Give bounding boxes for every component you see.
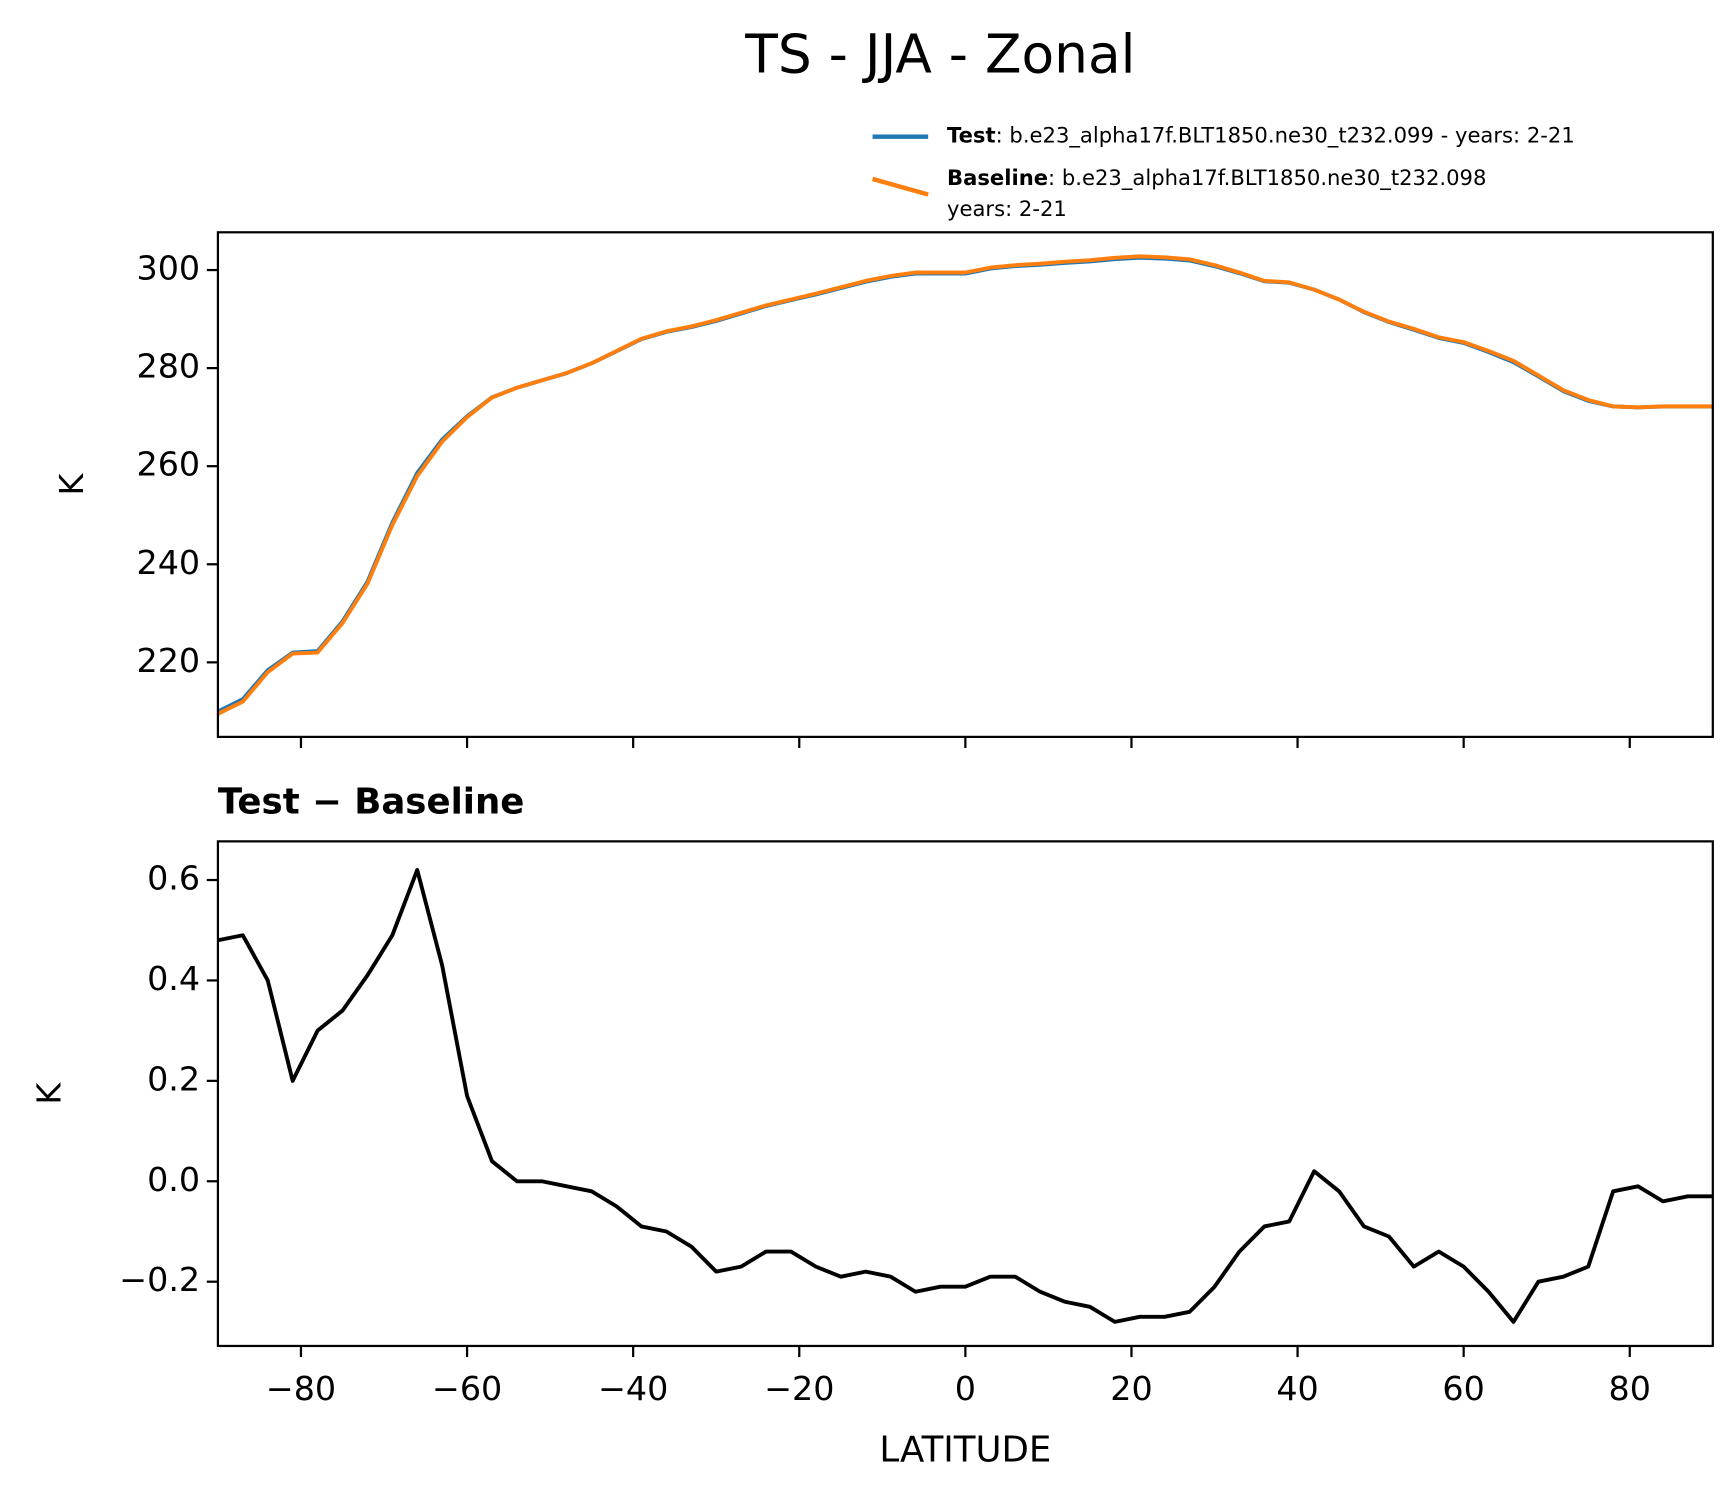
legend-detail: years: 2-21 bbox=[947, 196, 1067, 221]
legend-swatch bbox=[871, 176, 929, 197]
x-tick-label: −60 bbox=[432, 1369, 502, 1408]
legend-name: Test bbox=[947, 123, 996, 148]
axes-frame bbox=[216, 840, 1714, 1348]
legend-detail: : b.e23_alpha17f.BLT1850.ne30_t232.098 bbox=[1048, 165, 1486, 191]
x-tick-label: 40 bbox=[1276, 1369, 1318, 1408]
x-axis-label: LATITUDE bbox=[879, 1430, 1051, 1471]
chart-title: TS - JJA - Zonal bbox=[744, 22, 1135, 85]
legend-detail: : b.e23_alpha17f.BLT1850.ne30_t232.099 -… bbox=[996, 123, 1575, 149]
x-tick-label: 20 bbox=[1110, 1369, 1152, 1408]
y-axis-label: K bbox=[30, 1082, 69, 1105]
x-tick-label: 0 bbox=[955, 1369, 976, 1408]
y-tick-label: 0.6 bbox=[147, 859, 200, 898]
y-tick-label: 0.4 bbox=[147, 959, 200, 998]
data-line bbox=[217, 254, 1713, 716]
y-axis-label: K bbox=[52, 473, 91, 496]
x-tick-label: −40 bbox=[598, 1369, 668, 1408]
data-line bbox=[217, 255, 1713, 714]
y-tick-label: 280 bbox=[137, 347, 201, 386]
y-tick-label: 300 bbox=[137, 249, 201, 288]
y-tick-label: 260 bbox=[137, 445, 201, 484]
subplot-title: Test − Baseline bbox=[218, 782, 524, 823]
legend-label: Baseline: b.e23_alpha17f.BLT1850.ne30_t2… bbox=[947, 165, 1486, 191]
y-tick-label: 220 bbox=[137, 641, 201, 680]
y-tick-label: −0.2 bbox=[119, 1260, 200, 1299]
x-tick-label: 60 bbox=[1442, 1369, 1484, 1408]
x-tick-label: −80 bbox=[266, 1369, 336, 1408]
data-line bbox=[217, 868, 1713, 1324]
legend-label: Test: b.e23_alpha17f.BLT1850.ne30_t232.0… bbox=[947, 123, 1575, 149]
x-tick-label: −20 bbox=[764, 1369, 834, 1408]
legend-name: Baseline bbox=[947, 165, 1048, 190]
x-tick-label: 80 bbox=[1609, 1369, 1651, 1408]
y-tick-label: 240 bbox=[137, 543, 201, 582]
axes-frame bbox=[216, 231, 1714, 738]
y-tick-label: 0.0 bbox=[147, 1160, 200, 1199]
y-tick-label: 0.2 bbox=[147, 1059, 200, 1098]
